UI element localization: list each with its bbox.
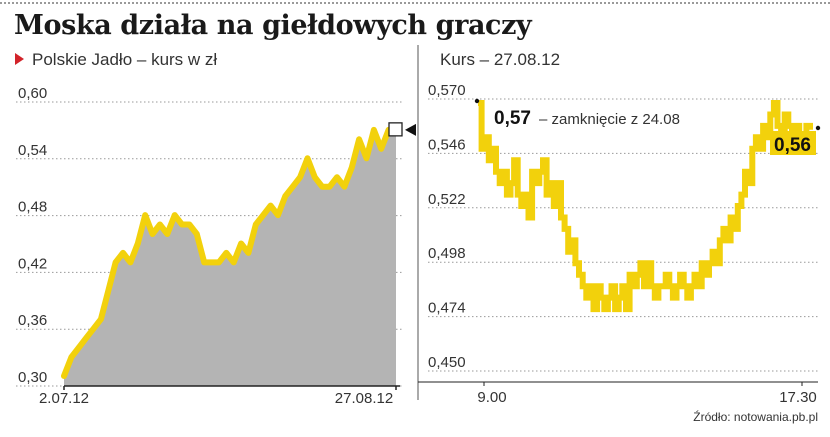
y-tick-label: 0,474 [428,300,466,317]
red-triangle-icon [15,53,24,65]
y-tick-label: 0,60 [18,85,47,102]
y-tick-label: 0,546 [428,136,466,153]
x-tick-label: 27.08.12 [335,390,393,407]
annotation-value: 0,56 [774,135,811,156]
y-tick-label: 0,42 [18,255,47,272]
y-tick-label: 0,450 [428,354,466,371]
pointer-arrow-icon [405,123,416,136]
y-tick-label: 0,54 [18,142,47,159]
annotation-value: 0,57 [494,108,531,129]
y-tick-label: 0,36 [18,312,47,329]
annotation-text: – zamknięcie z 24.08 [539,111,680,128]
intraday-price-line [478,100,813,313]
page-title: Moska działa na giełdowych graczy [14,10,532,41]
x-tick-label: 9.00 [477,389,506,406]
right-chart: 0,570 0,546 0,522 0,498 0,474 0,450 9.00 17.30 0… [418,82,821,406]
y-tick-label: 0,498 [428,245,466,262]
zoom-box [388,122,403,137]
right-chart-subtitle: Kurs – 27.08.12 [440,50,561,69]
top-dotted-rule [0,2,830,4]
close-point [815,125,821,131]
y-tick-label: 0,48 [18,199,47,216]
price-line [61,126,399,379]
y-tick-label: 0,570 [428,82,466,99]
x-tick-label: 2.07.12 [39,390,89,407]
x-tick-label: 17.30 [779,389,817,406]
left-chart: 0,60 0,54 0,48 0,42 0,36 0,30 2.07.12 27.08.12 [16,85,416,407]
source-note: Źródło: notowania.pb.pl [693,410,818,424]
annotation-box [770,131,816,155]
y-tick-label: 0,30 [18,369,47,386]
y-tick-label: 0,522 [428,191,466,208]
open-point [474,98,480,104]
left-chart-subtitle: Polskie Jadło – kurs w zł [32,50,218,69]
